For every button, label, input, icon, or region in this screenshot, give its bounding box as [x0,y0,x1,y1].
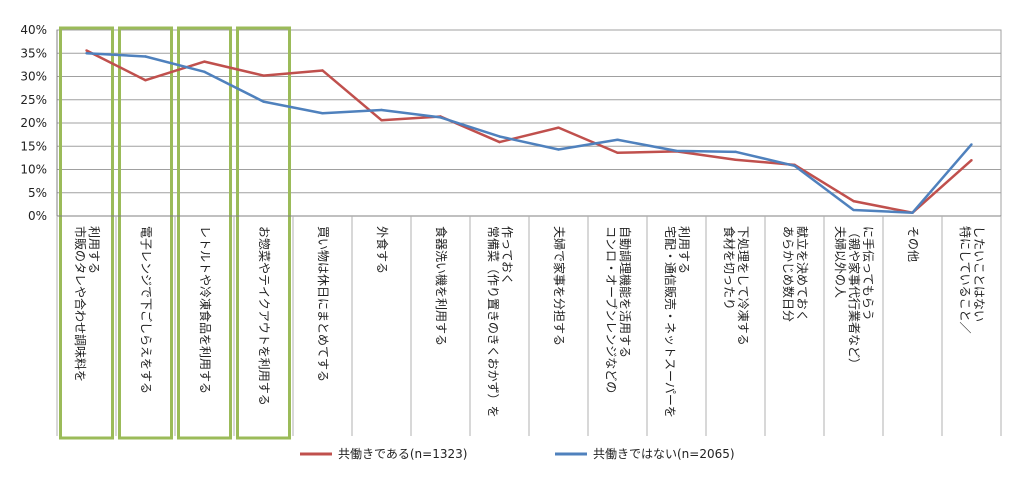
data-point [85,49,88,52]
data-point [380,108,383,112]
category-label: 下処理をして冷凍する [736,226,750,346]
category-label: 作っておく [500,226,514,285]
category-label: したいことはない [972,226,986,322]
data-point [85,52,88,55]
y-axis: 0% 5% 10% 15% 20% 25% 30% 35% 40% [20,23,58,223]
data-point [734,158,737,161]
data-point [380,119,383,122]
category-label: コンロ・オーブンレンジなどの [604,226,619,393]
data-point [970,159,973,162]
category-label: 利用する [677,226,691,274]
y-tick-label: 30% [20,70,47,84]
data-point [321,69,324,72]
highlight-box [177,26,232,440]
category-label: 献立を決めておく [795,226,810,322]
data-point [262,74,265,77]
y-tick-label: 15% [20,139,47,153]
category-label: 市販のタレや合わせ調味料を [73,226,88,382]
data-point [616,138,619,141]
category-label: 特にしていること／ [958,226,973,334]
data-point [557,148,560,151]
series-line [86,52,973,214]
category-label: お惣菜やテイクアウトを利用する [257,226,272,406]
series-lines [85,49,973,214]
data-point [203,60,206,63]
category-label: 食器洗い機を利用する [434,226,449,346]
category-label: （親や家事代行業者など） [847,226,862,370]
data-point [911,211,914,214]
highlight-box [236,26,291,440]
data-point [557,126,560,129]
data-point [144,79,147,82]
data-point [852,208,855,212]
category-label: 夫婦以外の人 [833,226,848,298]
legend-label: 共働きではない(n=2065) [593,447,735,461]
y-tick-label: 10% [20,163,47,177]
category-label: 買い物は休日にまとめてする [316,226,330,382]
data-point [203,70,206,74]
data-point [793,164,796,167]
y-tick-label: 5% [28,186,47,200]
category-label: レトルトや冷凍食品を利用する [198,226,213,394]
data-point [970,143,973,146]
category-label: その他 [906,226,920,262]
data-point [616,151,619,154]
data-point [675,149,678,153]
y-tick-label: 40% [20,23,47,37]
legend-label: 共働きである(n=1323) [338,447,467,461]
category-label: に手伝ってもらう [861,226,875,321]
data-point [498,135,501,138]
category-label: 外食する [375,226,390,274]
highlight-box [59,26,114,440]
y-tick-label: 35% [20,46,47,60]
category-label: 電子レンジで下ごしらえをする [139,226,154,394]
y-tick-label: 20% [20,116,47,130]
data-point [734,150,737,154]
category-label: 利用する [87,226,101,274]
category-label: 宅配・通信販売・ネットスーパーを [663,226,678,418]
data-point [852,199,855,203]
data-point [262,100,265,103]
x-axis: 市販のタレや合わせ調味料を 利用する 電子レンジで下ごしらえをする レトルトや冷凍食品… [56,215,1002,436]
series-line [85,49,973,214]
y-tick-label: 0% [28,209,47,223]
category-label: あらかじめ数日分 [781,226,796,322]
data-point [439,116,442,119]
highlight-box [118,26,173,440]
data-point [144,55,147,58]
category-label: 自動調理機能を活用する [618,226,633,358]
legend: 共働きである(n=1323) 共働きではない(n=2065) [300,447,735,461]
data-point [498,140,501,144]
category-label: 食材を切ったり [722,226,737,310]
category-label: 夫婦で家事を分担する [552,226,567,346]
data-point [321,112,324,115]
highlight-boxes [59,26,291,440]
y-tick-label: 25% [20,93,47,107]
category-label: 常備菜（作り置きのきくおかず）を [486,226,501,418]
y-gridlines [56,29,1002,217]
